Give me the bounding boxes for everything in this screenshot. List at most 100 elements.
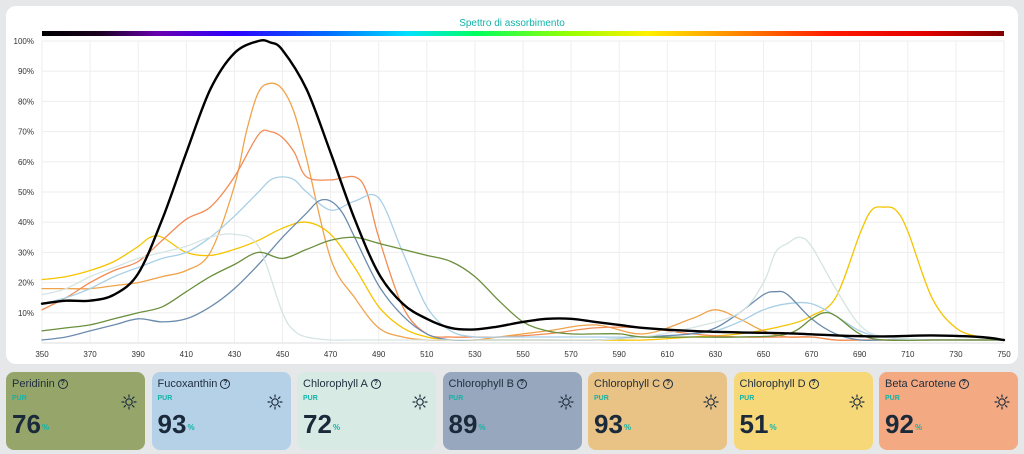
- help-icon[interactable]: ?: [663, 379, 674, 389]
- x-tick-label: 650: [757, 350, 771, 359]
- card-title-row: Chlorophyll A?: [303, 378, 430, 390]
- x-tick-label: 470: [324, 350, 338, 359]
- y-tick-label: 30%: [18, 248, 34, 257]
- y-tick-label: 60%: [18, 158, 34, 167]
- card-name: Chlorophyll D: [739, 378, 806, 390]
- x-axis-ticks: 350 370 390 410 430 450 470 490 510 530 550 570 590 6…: [35, 350, 1011, 359]
- card-unit: %: [915, 423, 923, 432]
- y-tick-label: 100%: [14, 37, 34, 46]
- card-title-row: Chlorophyll D?: [740, 378, 867, 390]
- sun-icon[interactable]: [557, 394, 574, 410]
- card-value: 93: [157, 409, 187, 439]
- sun-icon[interactable]: [848, 394, 865, 410]
- card-value: 72: [303, 409, 332, 439]
- x-tick-label: 710: [901, 350, 915, 359]
- card-value: 76: [12, 409, 41, 439]
- card-name: Fucoxanthin: [157, 378, 218, 390]
- x-tick-label: 530: [468, 350, 482, 359]
- series-line-6: [41, 236, 1005, 342]
- help-icon[interactable]: ?: [958, 379, 969, 389]
- series-line-7: [40, 39, 1006, 342]
- chart-grid: [41, 40, 1005, 344]
- pigment-card[interactable]: Beta Carotene? PUR 92%: [879, 372, 1018, 450]
- card-unit: %: [769, 423, 777, 432]
- y-tick-label: 20%: [18, 279, 34, 288]
- card-title-row: Chlorophyll B?: [449, 378, 576, 390]
- help-icon[interactable]: ?: [370, 379, 381, 389]
- series-line-3: [41, 176, 1005, 341]
- card-value: 89: [448, 409, 478, 439]
- x-tick-label: 630: [709, 350, 723, 359]
- card-sub-label: PUR: [303, 395, 318, 402]
- card-unit: %: [42, 423, 50, 432]
- x-tick-label: 370: [83, 350, 97, 359]
- pigment-card[interactable]: Chlorophyll D? PUR 51%: [733, 372, 873, 450]
- x-tick-label: 350: [35, 350, 49, 359]
- card-title-row: Fucoxanthin?: [158, 378, 285, 390]
- x-tick-label: 670: [805, 350, 819, 359]
- card-name: Beta Carotene: [885, 378, 956, 390]
- sun-icon[interactable]: [703, 394, 719, 410]
- card-value: 51: [739, 409, 769, 439]
- x-tick-label: 690: [853, 350, 867, 359]
- y-axis-ticks: 10% 20% 30% 40% 50% 60% 70% 80% 90% 100%: [14, 37, 34, 318]
- sun-icon[interactable]: [412, 394, 428, 410]
- y-tick-label: 80%: [18, 97, 34, 106]
- card-sub-label: PUR: [157, 395, 173, 402]
- pigment-cards: Peridinin? PUR 76% Fucoxanthin? PUR 93% Chloro…: [6, 372, 1018, 450]
- card-unit: %: [624, 423, 632, 432]
- x-tick-label: 450: [276, 350, 290, 359]
- series-line-4: [41, 198, 1005, 342]
- sun-icon[interactable]: [121, 394, 137, 410]
- card-sub-label: PUR: [12, 395, 27, 402]
- y-tick-label: 90%: [18, 67, 34, 76]
- pigment-card[interactable]: Chlorophyll C? PUR 93%: [588, 372, 727, 450]
- x-tick-label: 750: [997, 350, 1011, 359]
- pigment-card[interactable]: Fucoxanthin? PUR 93%: [151, 372, 291, 450]
- x-tick-label: 610: [661, 350, 675, 359]
- x-tick-label: 570: [564, 350, 578, 359]
- card-sub-label: PUR: [739, 395, 755, 402]
- y-tick-label: 10%: [18, 309, 34, 318]
- help-icon[interactable]: ?: [516, 379, 527, 389]
- card-title-row: Chlorophyll C?: [594, 378, 721, 390]
- card-value: 92: [885, 409, 914, 439]
- x-tick-label: 390: [132, 350, 146, 359]
- card-sub-label: PUR: [448, 395, 464, 402]
- absorption-spectrum-chart: Spettro di assorbimento 10% 20% 30% 40% 50% 6…: [14, 18, 1012, 359]
- card-unit: %: [333, 423, 341, 432]
- x-tick-label: 590: [613, 350, 627, 359]
- card-sub-label: PUR: [594, 395, 609, 402]
- card-unit: %: [478, 423, 486, 432]
- chart-title: Spettro di assorbimento: [459, 18, 565, 29]
- x-tick-label: 410: [180, 350, 194, 359]
- x-tick-label: 510: [420, 350, 434, 359]
- card-unit: %: [187, 423, 195, 432]
- chart-series: [40, 39, 1006, 342]
- y-tick-label: 70%: [18, 128, 34, 137]
- spectrum-chart-panel: Spettro di assorbimento 10% 20% 30% 40% 50% 6…: [6, 6, 1018, 364]
- spectrum-color-bar: [42, 31, 1004, 36]
- sun-icon[interactable]: [994, 394, 1010, 410]
- card-name: Chlorophyll B: [448, 378, 514, 390]
- help-icon[interactable]: ?: [220, 379, 231, 389]
- series-line-2: [41, 129, 1005, 341]
- card-name: Chlorophyll C: [594, 378, 661, 390]
- card-title-row: Beta Carotene?: [885, 378, 1012, 390]
- y-tick-label: 40%: [18, 218, 34, 227]
- pigment-card[interactable]: Chlorophyll A? PUR 72%: [297, 372, 436, 450]
- help-icon[interactable]: ?: [808, 379, 819, 389]
- x-tick-label: 430: [228, 350, 242, 359]
- pigment-card[interactable]: Peridinin? PUR 76%: [6, 372, 145, 450]
- card-value: 93: [594, 409, 623, 439]
- sun-icon[interactable]: [266, 394, 283, 410]
- card-name: Chlorophyll A: [303, 378, 368, 390]
- x-tick-label: 550: [516, 350, 530, 359]
- y-tick-label: 50%: [18, 188, 34, 197]
- card-sub-label: PUR: [885, 395, 900, 402]
- help-icon[interactable]: ?: [57, 379, 68, 389]
- card-title-row: Peridinin?: [12, 378, 139, 390]
- pigment-card[interactable]: Chlorophyll B? PUR 89%: [442, 372, 582, 450]
- x-tick-label: 490: [372, 350, 386, 359]
- x-tick-label: 730: [949, 350, 963, 359]
